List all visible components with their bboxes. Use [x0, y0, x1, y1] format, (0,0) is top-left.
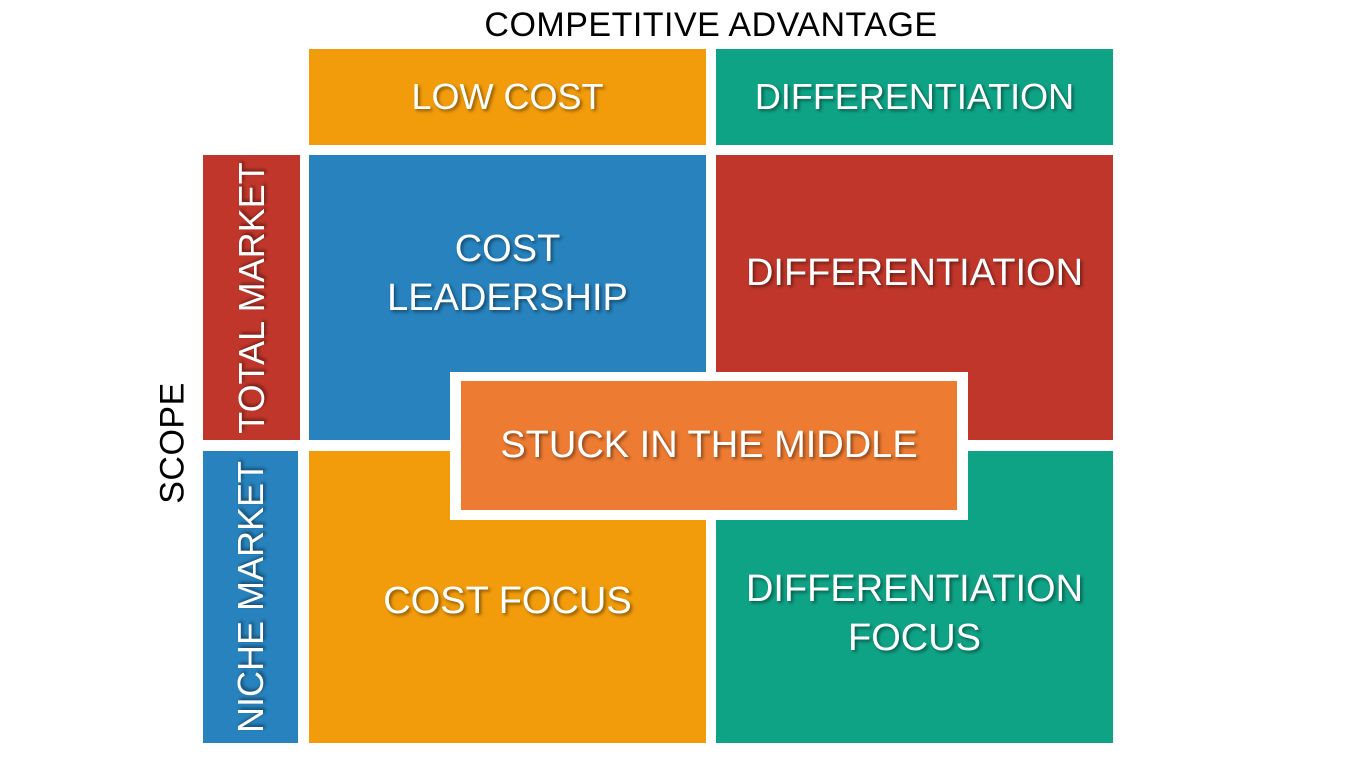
competitive-advantage-title: COMPETITIVE ADVANTAGE [484, 6, 938, 44]
cost-leadership-line2: LEADERSHIP [387, 276, 628, 319]
differentiation-focus-line2: FOCUS [847, 616, 981, 659]
row-label-total-market: TOTAL MARKET [230, 161, 272, 434]
cost-focus-label: COST FOCUS [383, 580, 632, 622]
row-header-total-market: TOTAL MARKET [203, 155, 300, 440]
stuck-in-the-middle-box: STUCK IN THE MIDDLE [461, 381, 957, 510]
differentiation-focus-line1: DIFFERENTIATION [745, 568, 1084, 610]
cost-leadership-line1: COST [454, 228, 561, 270]
scope-title: SCOPE [153, 382, 192, 504]
column-header-low-cost: LOW COST [309, 49, 706, 145]
column-header-differentiation: DIFFERENTIATION [716, 49, 1113, 145]
differentiation-label: DIFFERENTIATION [745, 252, 1084, 294]
row-label-niche-market: NICHE MARKET [229, 460, 271, 734]
row-header-niche-market: NICHE MARKET [203, 451, 298, 743]
stuck-in-the-middle-label: STUCK IN THE MIDDLE [500, 424, 918, 467]
